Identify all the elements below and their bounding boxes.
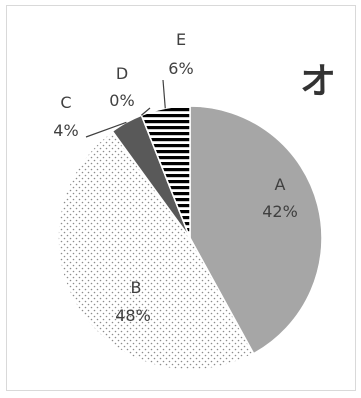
pie-outline bbox=[57, 105, 323, 371]
label-category-b: B bbox=[131, 278, 142, 297]
leader-lines bbox=[85, 79, 166, 138]
corner-label: オ bbox=[300, 61, 336, 102]
label-category-e: E bbox=[176, 30, 186, 49]
leader-line-d bbox=[141, 107, 151, 116]
pie-slices bbox=[57, 105, 323, 371]
label-category-d: D bbox=[116, 64, 128, 83]
label-percent-b: 48% bbox=[115, 306, 151, 325]
label-percent-c: 4% bbox=[53, 121, 78, 140]
label-percent-a: 42% bbox=[262, 202, 298, 221]
label-percent-e: 6% bbox=[168, 59, 193, 78]
label-percent-d: 0% bbox=[109, 91, 134, 110]
leader-line-c bbox=[85, 121, 127, 138]
label-category-c: C bbox=[60, 93, 71, 112]
leader-line-e bbox=[162, 79, 166, 109]
label-category-a: A bbox=[275, 175, 286, 194]
